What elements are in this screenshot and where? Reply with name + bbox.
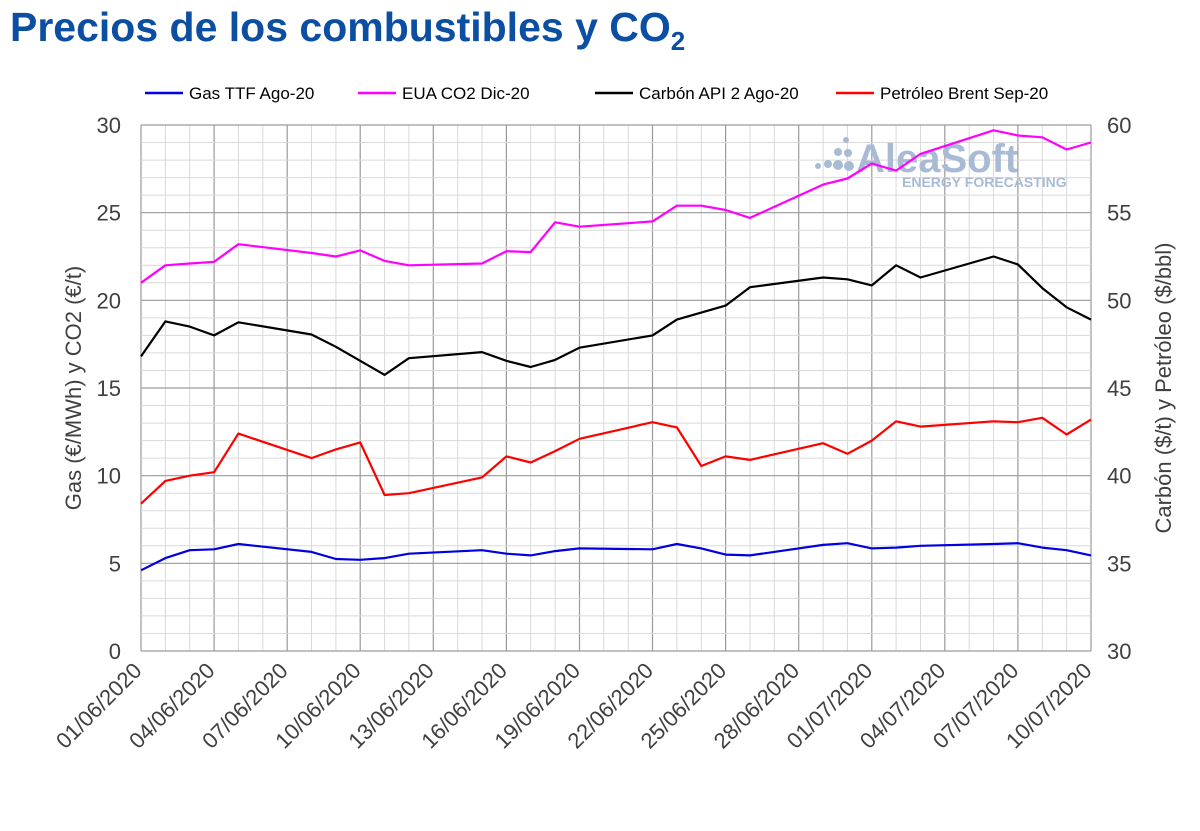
chart-title-subscript: 2 (670, 26, 686, 56)
y-left-tick-label: 25 (97, 201, 121, 226)
y-left-tick-label: 5 (109, 551, 121, 576)
watermark-brand: AleaSoft (856, 137, 1018, 181)
series-line (140, 542, 1092, 572)
y-right-tick-label: 40 (1107, 464, 1131, 489)
legend-label: EUA CO2 Dic-20 (402, 84, 530, 103)
chart-title: Precios de los combustibles y CO2 (10, 4, 685, 57)
y-right-tick-label: 45 (1107, 376, 1131, 401)
y-left-tick-label: 20 (97, 288, 121, 313)
aleasoft-logo-icon (815, 137, 854, 171)
gridlines (140, 124, 1092, 652)
legend-label: Carbón API 2 Ago-20 (639, 84, 799, 103)
series-line (140, 129, 1092, 284)
legend-label: Petróleo Brent Sep-20 (880, 84, 1048, 103)
y-left-tick-label: 0 (109, 639, 121, 664)
y-left-tick-label: 30 (97, 113, 121, 138)
legend: Gas TTF Ago-20 EUA CO2 Dic-20 Carbón API 2… (145, 84, 1048, 103)
series-line (140, 416, 1092, 505)
series-lines (140, 129, 1092, 572)
series-line (140, 255, 1092, 376)
watermark-tagline: ENERGY FORECASTING (902, 174, 1067, 190)
y-right-tick-label: 35 (1107, 551, 1131, 576)
y-left-tick-label: 15 (97, 376, 121, 401)
y-right-tick-label: 50 (1107, 288, 1131, 313)
chart-title-text: Precios de los combustibles y CO (10, 4, 671, 50)
y-left-tick-label: 10 (97, 464, 121, 489)
y-right-tick-label: 55 (1107, 201, 1131, 226)
y-axis-right-label: Carbón ($/t) y Petróleo ($/bbl) (1151, 242, 1176, 533)
legend-label: Gas TTF Ago-20 (189, 84, 314, 103)
y-axis-left-label: Gas (€/MWh) y CO2 (€/t) (61, 266, 86, 510)
y-right-tick-label: 30 (1107, 639, 1131, 664)
aleasoft-watermark: AleaSoft ENERGY FORECASTING (815, 137, 1067, 190)
y-right-tick-label: 60 (1107, 113, 1131, 138)
